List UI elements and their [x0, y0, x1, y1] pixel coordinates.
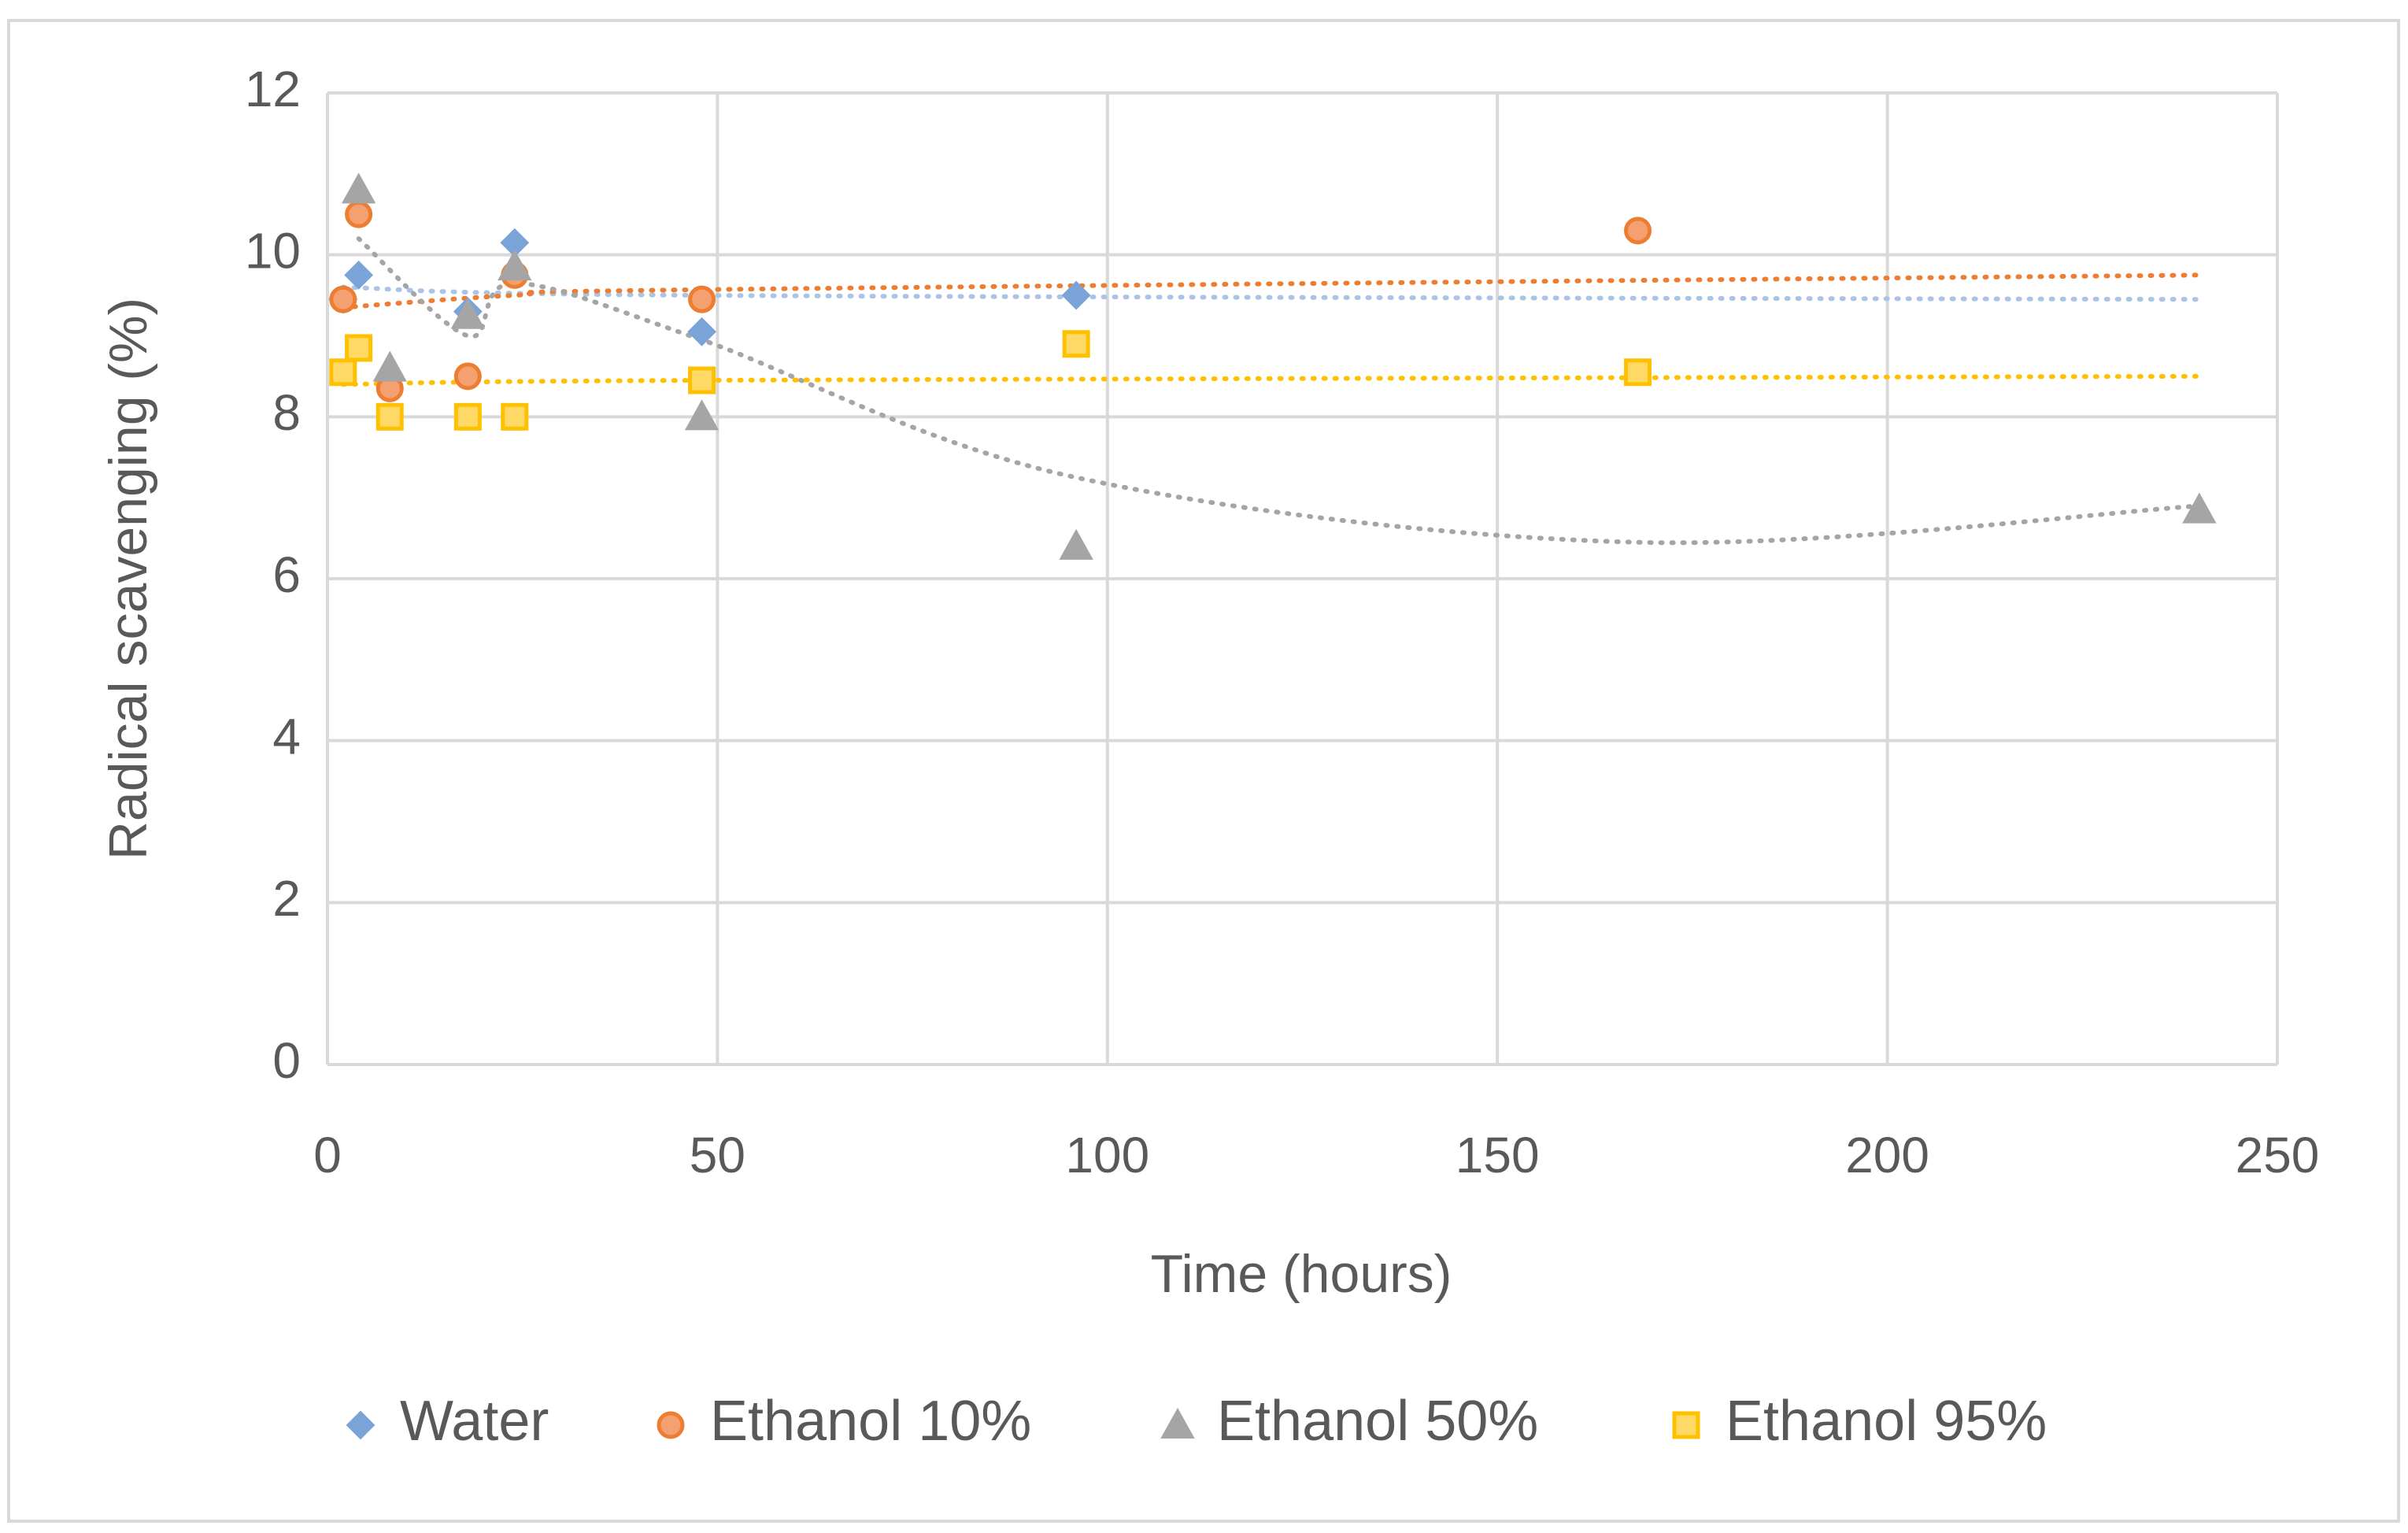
- legend-label-ethanol-95: Ethanol 95%: [1726, 1390, 2047, 1453]
- x-tick-label: 100: [1065, 1127, 1149, 1183]
- trendline-ethanol-50: [356, 236, 2202, 546]
- data-point-ethanol-95: [329, 358, 357, 387]
- x-axis-title: Time (hours): [1151, 1244, 1452, 1304]
- x-tick-label: 50: [690, 1127, 745, 1183]
- x-tick-label: 250: [2236, 1127, 2320, 1183]
- data-point-ethanol-95: [1624, 358, 1652, 387]
- data-point-ethanol-50: [341, 172, 376, 204]
- data-point-ethanol-10: [688, 285, 716, 313]
- legend-item-ethanol-10: Ethanol 10%: [657, 1390, 1031, 1453]
- x-tick-label: 0: [313, 1127, 342, 1183]
- y-tick-label: 4: [272, 709, 301, 765]
- data-point-ethanol-95: [453, 402, 482, 431]
- data-point-water: [687, 317, 716, 346]
- data-point-ethanol-95: [345, 334, 373, 362]
- legend-label-ethanol-50: Ethanol 50%: [1217, 1390, 1538, 1453]
- y-tick-label: 6: [272, 546, 301, 603]
- legend-item-water: Water: [346, 1390, 549, 1453]
- y-tick-label: 12: [245, 61, 301, 117]
- x-tick-label: 200: [1845, 1127, 1929, 1183]
- x-tick-label: 150: [1456, 1127, 1540, 1183]
- legend-marker-ethanol-95: [1672, 1411, 1700, 1439]
- data-point-ethanol-50: [450, 298, 486, 329]
- legend-item-ethanol-50: Ethanol 50%: [1160, 1390, 1538, 1453]
- trendline-water: [340, 284, 2202, 302]
- data-point-ethanol-10: [1624, 217, 1652, 245]
- y-tick-label: 8: [272, 384, 301, 441]
- trendline-ethanol-95: [340, 373, 2202, 387]
- legend-marker-water: [346, 1410, 375, 1440]
- data-point-ethanol-50: [1059, 528, 1093, 560]
- data-point-ethanol-50: [372, 350, 407, 382]
- marker-layer: [328, 172, 2217, 560]
- data-point-water: [1061, 280, 1091, 310]
- data-point-ethanol-95: [1062, 330, 1090, 358]
- data-point-ethanol-95: [375, 402, 404, 431]
- y-tick-label: 0: [272, 1032, 301, 1089]
- legend-marker-ethanol-50: [1160, 1407, 1195, 1439]
- tick-layer: 0 2 4 6 8 10 12 0 50 100 150 200 250: [245, 61, 2320, 1183]
- data-point-ethanol-10: [453, 362, 482, 391]
- legend-label-ethanol-10: Ethanol 10%: [710, 1390, 1031, 1453]
- data-point-ethanol-10: [329, 285, 357, 313]
- legend: Water Ethanol 10% Ethanol 50% Ethanol 95%: [346, 1390, 2047, 1453]
- legend-marker-ethanol-10: [657, 1411, 685, 1439]
- chart-border: [7, 19, 2400, 1523]
- data-point-ethanol-50: [684, 399, 719, 431]
- grid-layer: [326, 91, 2279, 1066]
- data-point-ethanol-50: [498, 250, 532, 281]
- legend-label-water: Water: [400, 1390, 549, 1453]
- data-point-ethanol-10: [345, 200, 373, 228]
- data-point-water: [344, 260, 374, 290]
- trend-layer: [340, 236, 2202, 546]
- y-tick-label: 2: [272, 870, 301, 927]
- data-point-ethanol-95: [501, 402, 529, 431]
- data-point-ethanol-50: [2182, 492, 2217, 524]
- data-point-ethanol-95: [688, 366, 716, 394]
- legend-item-ethanol-95: Ethanol 95%: [1672, 1390, 2047, 1453]
- y-tick-label: 10: [245, 223, 301, 280]
- y-axis-title: Radical scavenging (%): [98, 298, 158, 860]
